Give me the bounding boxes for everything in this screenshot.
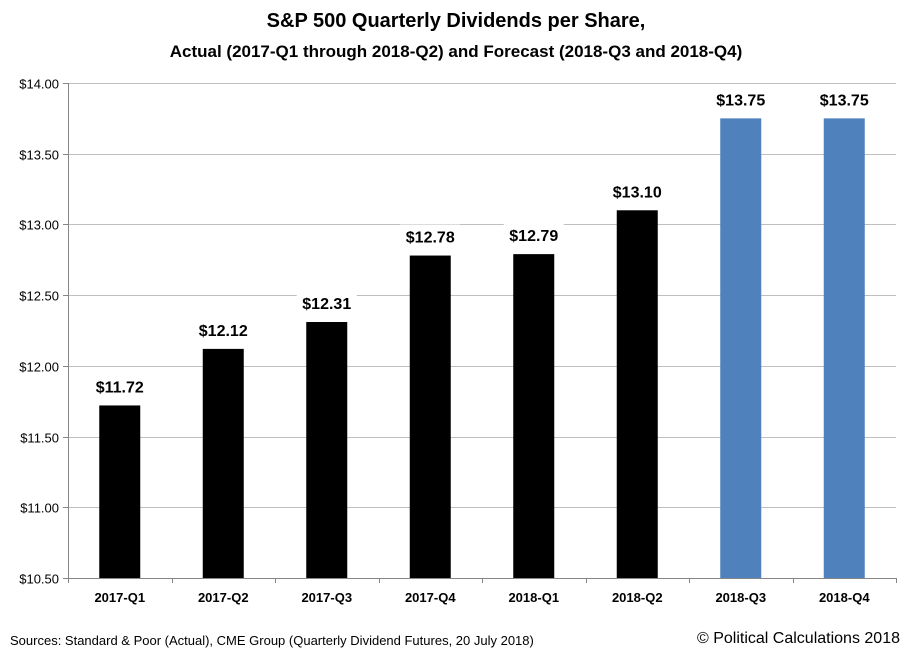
bar xyxy=(513,254,555,578)
x-tick-label: 2017-Q3 xyxy=(301,590,352,605)
data-label-background xyxy=(89,374,150,397)
data-label: $11.72 xyxy=(96,379,144,396)
data-label: $12.79 xyxy=(509,228,558,245)
data-label-background xyxy=(296,291,357,314)
data-label-background xyxy=(607,179,668,202)
y-tick-label: $12.00 xyxy=(19,360,59,375)
bar xyxy=(409,255,451,579)
y-tick-label: $12.50 xyxy=(19,289,59,304)
bar xyxy=(306,322,348,578)
data-label: $13.10 xyxy=(613,184,662,201)
data-label-background xyxy=(710,87,771,110)
bar xyxy=(616,210,658,579)
data-label: $12.12 xyxy=(199,323,248,340)
data-label: $12.78 xyxy=(406,230,455,247)
y-tick-label: $13.50 xyxy=(19,148,59,163)
x-tick-label: 2017-Q4 xyxy=(405,590,456,605)
x-tick-label: 2017-Q2 xyxy=(198,590,249,605)
bar xyxy=(202,348,244,578)
bar xyxy=(823,118,865,578)
data-label-background xyxy=(814,87,875,110)
x-tick-label: 2018-Q1 xyxy=(508,590,559,605)
y-tick-label: $11.50 xyxy=(20,431,59,446)
data-label: $13.75 xyxy=(716,92,765,109)
x-tick-label: 2018-Q3 xyxy=(715,590,766,605)
sources-note: Sources: Standard & Poor (Actual), CME G… xyxy=(10,633,534,648)
bar xyxy=(99,405,141,578)
data-label-background xyxy=(400,224,461,247)
y-tick-label: $13.00 xyxy=(19,218,59,233)
bar xyxy=(720,118,762,578)
y-tick-label: $10.50 xyxy=(19,572,59,587)
x-tick-label: 2017-Q1 xyxy=(94,590,145,605)
chart-title: S&P 500 Quarterly Dividends per Share, xyxy=(266,10,646,32)
data-label-background xyxy=(503,223,564,246)
data-label: $12.31 xyxy=(302,296,351,313)
y-tick-label: $11.00 xyxy=(20,501,59,516)
x-tick-label: 2018-Q2 xyxy=(612,590,663,605)
data-label: $13.75 xyxy=(820,92,869,109)
copyright-note: © Political Calculations 2018 xyxy=(696,630,900,647)
data-label-background xyxy=(193,317,254,340)
y-tick-label: $14.00 xyxy=(19,77,59,92)
x-tick-label: 2018-Q4 xyxy=(819,590,870,605)
chart-subtitle: Actual (2017-Q1 through 2018-Q2) and For… xyxy=(169,42,743,61)
